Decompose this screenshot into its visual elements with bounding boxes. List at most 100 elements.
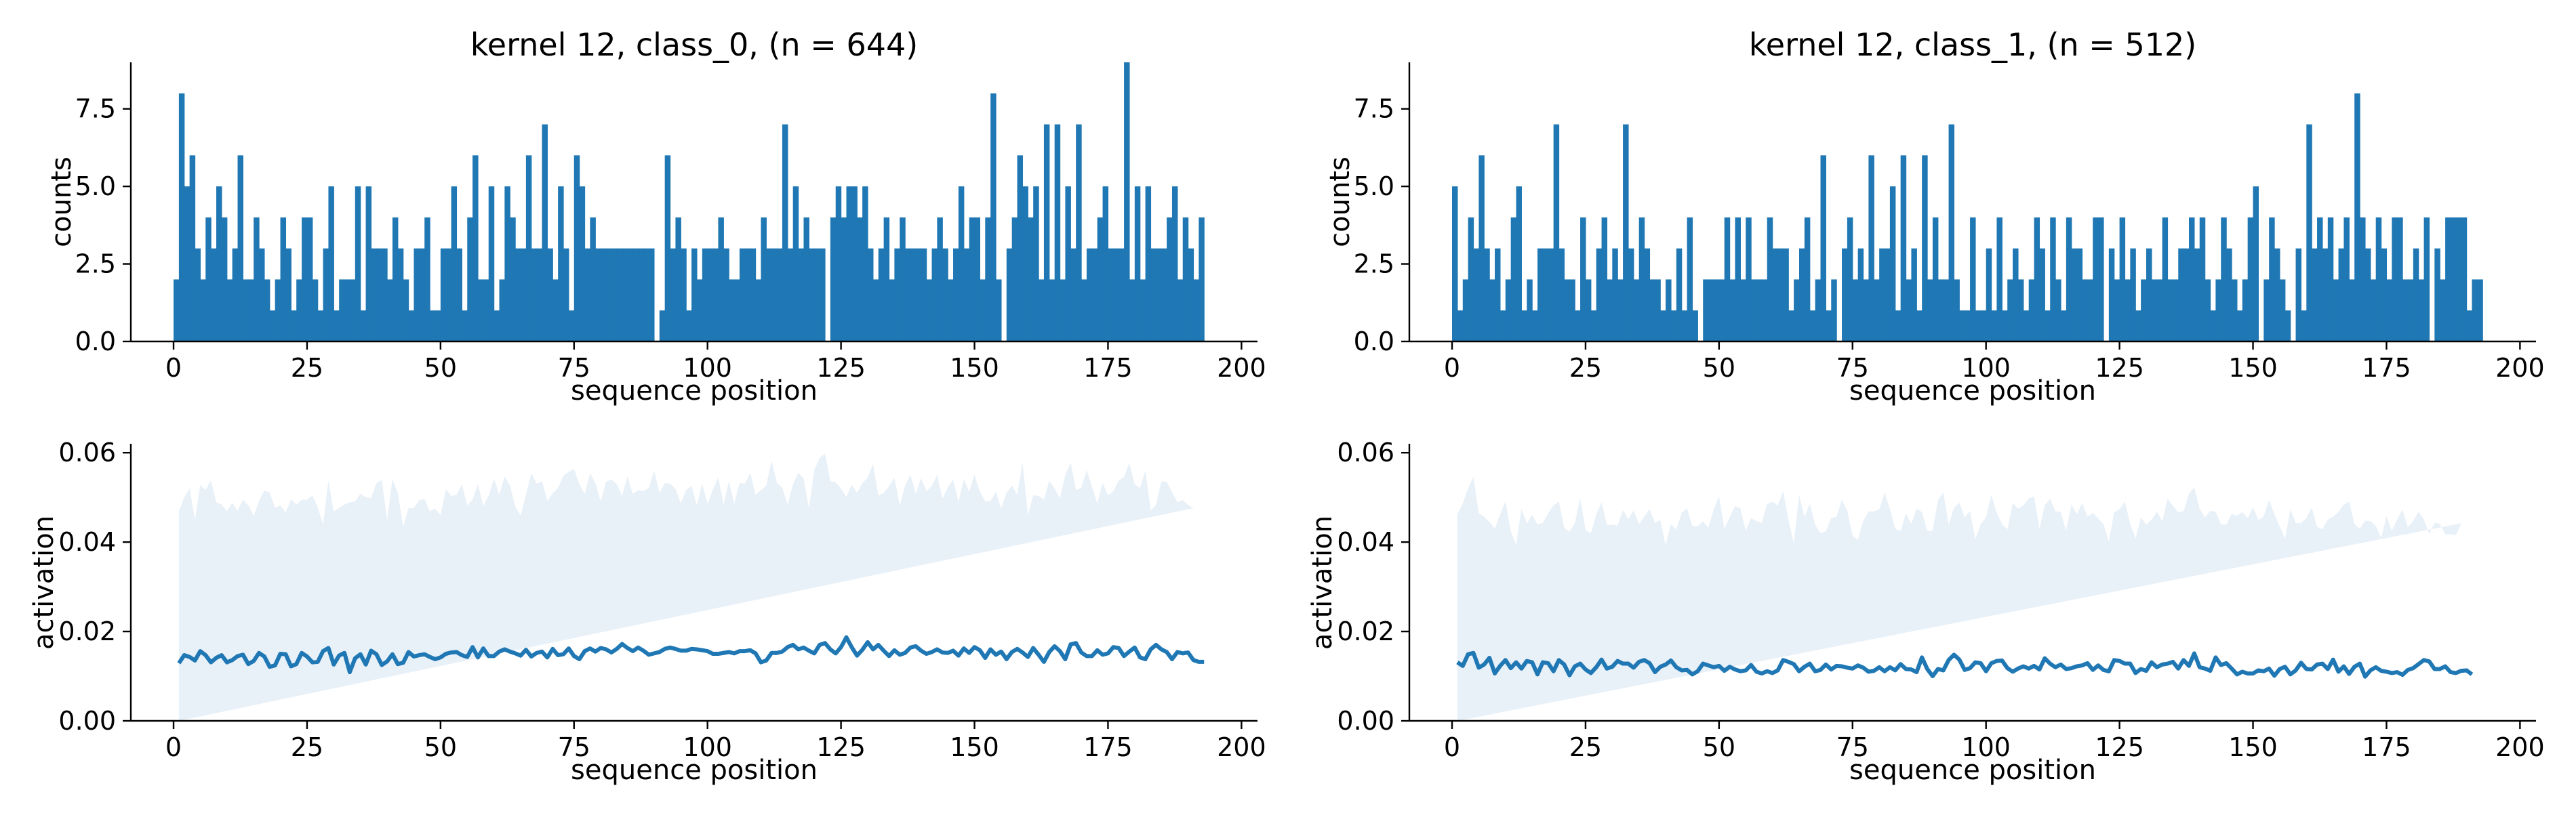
bar: [851, 186, 858, 341]
y-axis-label: activation: [28, 516, 60, 650]
bar: [2301, 310, 2307, 341]
bar: [408, 310, 415, 341]
bar: [360, 310, 367, 341]
bar: [2076, 248, 2083, 341]
x-tick-label: 50: [1703, 732, 1735, 762]
bar: [969, 217, 975, 341]
bar: [953, 248, 959, 341]
bar: [1462, 279, 1469, 341]
bar: [387, 279, 393, 341]
bar: [2263, 279, 2270, 341]
bar: [2423, 217, 2430, 341]
bar: [467, 217, 473, 341]
bar: [601, 248, 607, 341]
bar: [638, 248, 644, 341]
bar: [974, 217, 981, 341]
bar: [504, 186, 510, 341]
bar: [1489, 279, 1495, 341]
bar: [1751, 279, 1757, 341]
bar: [521, 248, 527, 341]
bar: [1199, 217, 1205, 341]
bar: [515, 248, 521, 341]
bar: [1874, 279, 1880, 341]
mean-activation-line: [177, 635, 1205, 675]
y-tick-label: 0.00: [1337, 706, 1394, 736]
bar: [1022, 186, 1028, 341]
bar: [2253, 186, 2259, 341]
x-tick-label: 75: [1836, 353, 1869, 383]
bar: [867, 248, 874, 341]
bar: [1649, 279, 1655, 341]
bar: [510, 217, 516, 341]
bar: [1617, 279, 1624, 341]
bar: [2194, 248, 2200, 341]
bar: [1932, 217, 1939, 341]
bar: [590, 217, 596, 341]
bar: [430, 310, 436, 341]
y-tick-label: 7.5: [75, 94, 116, 124]
bar: [1182, 217, 1189, 341]
bar: [1564, 279, 1570, 341]
bar: [782, 124, 788, 342]
bar: [178, 93, 185, 341]
bar: [1607, 279, 1613, 341]
bar: [1521, 310, 1527, 341]
activation-class-0: 0 25 50 75 100 125 150 175 200 0.00 0.02 0.04 0.06 s…: [28, 438, 1266, 786]
bar: [1852, 279, 1859, 341]
bar: [2295, 248, 2302, 341]
chart-title: kernel 12, class_1, (n = 512): [1749, 26, 2196, 63]
bar: [1959, 310, 1965, 341]
bar: [211, 248, 217, 341]
y-tick-label: 2.5: [1354, 249, 1394, 279]
bar: [1996, 217, 2003, 341]
bars: [1452, 93, 2483, 342]
bar: [2236, 310, 2243, 341]
bar: [419, 248, 425, 341]
bar: [1548, 248, 1554, 341]
x-tick-label: 150: [2228, 732, 2278, 762]
x-tick-label: 125: [2095, 353, 2144, 383]
bar: [542, 124, 548, 342]
bar: [1660, 310, 1666, 341]
bar: [344, 279, 350, 341]
bar: [2002, 310, 2008, 341]
bar: [1049, 279, 1055, 341]
bar: [1863, 279, 1870, 341]
bar: [723, 248, 729, 341]
bar: [2023, 310, 2030, 341]
bar: [440, 248, 447, 341]
bar: [2017, 279, 2024, 341]
bar: [1676, 248, 1683, 341]
bar: [573, 155, 580, 342]
x-tick-label: 50: [1703, 353, 1735, 383]
bar: [958, 186, 965, 341]
bar: [1809, 310, 1816, 341]
bar: [611, 248, 618, 341]
bar: [2370, 279, 2377, 341]
bar: [2135, 310, 2141, 341]
bar: [355, 186, 361, 341]
bar: [237, 155, 244, 342]
bar: [1527, 279, 1533, 341]
bar: [424, 217, 430, 341]
bar: [1954, 279, 1960, 341]
bar: [1575, 310, 1581, 341]
bar: [1703, 279, 1709, 341]
bar: [803, 217, 809, 341]
bar: [857, 217, 863, 341]
bar: [649, 248, 655, 341]
x-tick-label: 50: [424, 353, 457, 383]
bar: [948, 279, 954, 341]
bar: [2173, 279, 2179, 341]
bar: [317, 310, 324, 341]
bar: [1842, 248, 1848, 341]
bar: [291, 310, 297, 341]
bar: [285, 248, 291, 341]
bar: [472, 155, 479, 342]
y-tick-label: 0.00: [58, 706, 116, 736]
bar: [216, 186, 222, 341]
bar: [1692, 310, 1698, 341]
bar: [536, 248, 543, 341]
x-tick-label: 125: [2095, 732, 2144, 762]
tick-labels: 0 25 50 75 100 125 150 175 200 0.0 2.5 5.0 7.5: [75, 94, 1266, 383]
